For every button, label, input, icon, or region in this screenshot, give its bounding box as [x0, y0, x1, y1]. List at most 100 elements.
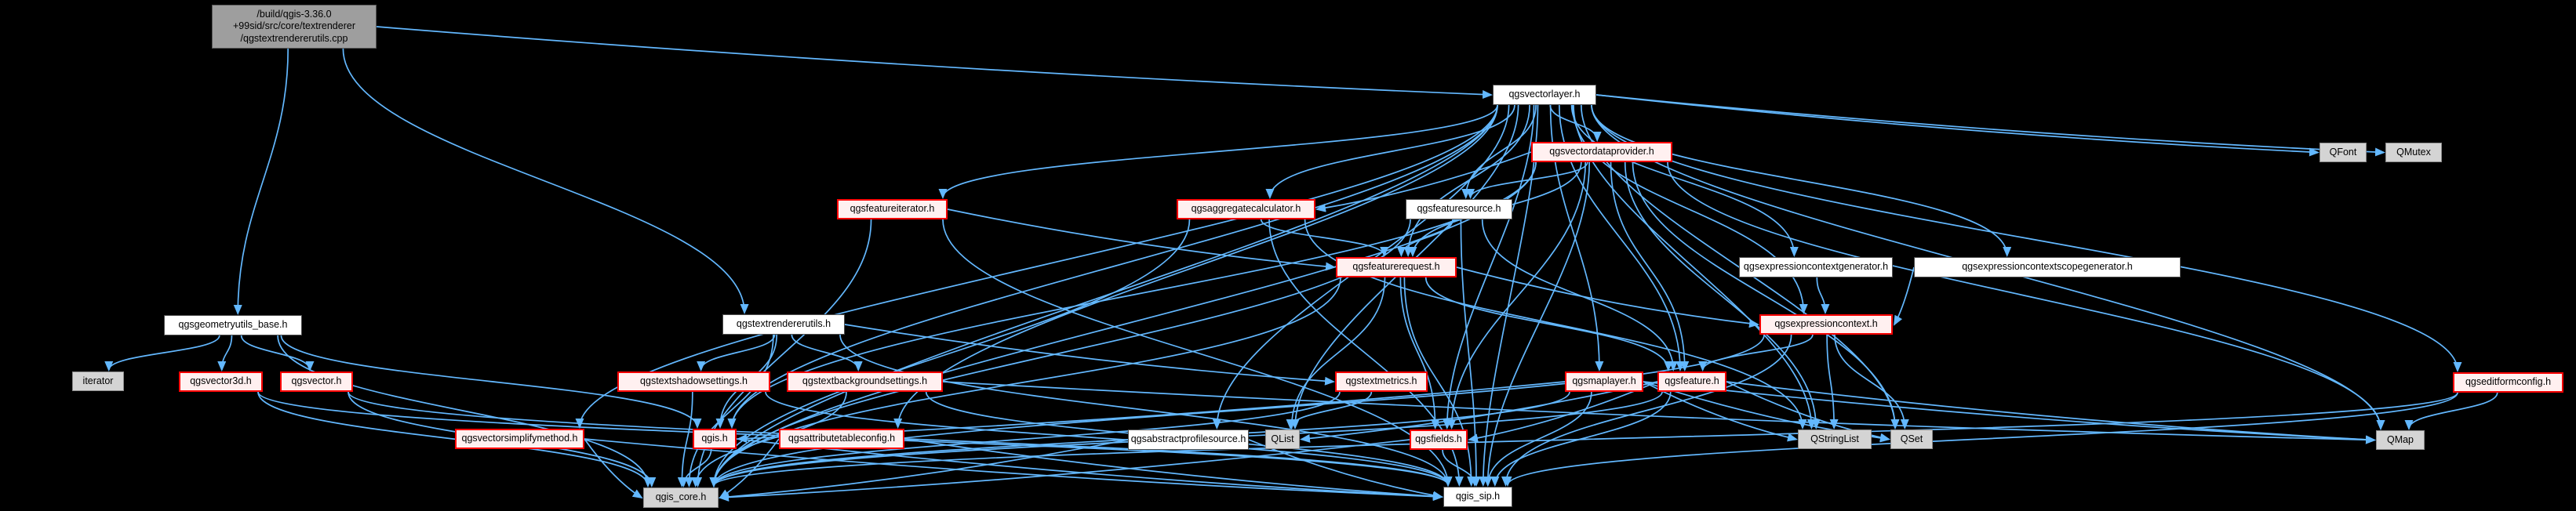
edge-shadow-sip [765, 391, 1453, 487]
edge-textrendererutils-core [684, 334, 774, 487]
node-iterator: iterator [72, 371, 124, 391]
edge-textrendererutils-metrics [844, 324, 1335, 386]
edge-geometryutils-vector [240, 335, 315, 371]
edge-vectorlayer-qmutex [1595, 94, 2385, 157]
edge-provider-sip [1483, 161, 1591, 487]
node-qfont: QFont [2319, 143, 2367, 162]
edge-ctx-qset [1834, 334, 1909, 429]
node-shadow[interactable]: qgstextshadowsettings.h [617, 371, 770, 392]
edge-geometryutils-vector3d [217, 335, 233, 371]
edge-vectorlayer-provider [1549, 104, 1602, 142]
edge-feature-sip [1490, 391, 1672, 487]
edge-fields-core [719, 439, 1410, 502]
edge-featuresource-featurerequest [1396, 219, 1454, 257]
edge-textrendererutils-shadow [697, 334, 776, 371]
node-feature[interactable]: qgsfeature.h [1657, 371, 1726, 392]
edge-provider-aggregate [1315, 151, 1532, 212]
node-vector3d[interactable]: qgsvector3d.h [179, 371, 263, 392]
edge-maplayer-sip [1483, 391, 1592, 487]
node-sip[interactable]: qgis_sip.h [1443, 487, 1512, 507]
edge-background-core [691, 391, 847, 487]
edge-feature-qmap [1726, 381, 2376, 444]
edge-provider-qstringlist [1624, 161, 1821, 429]
node-textrendererutils[interactable]: qgstextrendererutils.h [722, 314, 845, 335]
edge-feature-qlist [1300, 381, 1658, 443]
edge-geometryutils-core [277, 335, 653, 487]
edge-featurerequest-qlist [1287, 277, 1386, 429]
edge-profilesource-sip [1248, 439, 1443, 500]
edge-geometryutils-qgis [280, 335, 702, 429]
edge-featurerequest-ctx [1456, 266, 1759, 328]
node-featureiterator[interactable]: qgsfeatureiterator.h [837, 199, 948, 219]
edge-vectorlayer-featureiterator [938, 104, 1498, 199]
node-simplify[interactable]: qgsvectorsimplifymethod.h [455, 429, 584, 449]
edge-vectorlayer-fields [1443, 104, 1535, 429]
node-core: qgis_core.h [643, 487, 719, 508]
edge-cpp-vectorlayer [376, 26, 1493, 100]
node-featurerequest[interactable]: qgsfeaturerequest.h [1336, 257, 1457, 277]
node-provider[interactable]: qgsvectordataprovider.h [1531, 142, 1672, 162]
node-qmap: QMap [2376, 430, 2425, 450]
edge-featurerequest-sip [1403, 277, 1476, 487]
edge-featurerequest-feature [1424, 277, 1673, 371]
node-ctxscopegen[interactable]: qgsexpressioncontextscopegenerator.h [1914, 257, 2181, 277]
edge-aggregate-featurerequest [1260, 219, 1389, 257]
node-qset: QSet [1890, 429, 1933, 449]
edge-shadow-core [677, 391, 693, 487]
edge-cpp-textrendererutils [342, 48, 749, 314]
edge-editform-sip [1503, 392, 2458, 487]
node-ctxgen[interactable]: qgsexpressioncontextgenerator.h [1739, 257, 1893, 277]
edge-maplayer-qmap [1643, 381, 2376, 444]
edge-qgis-sip [736, 438, 1443, 501]
edge-featureiterator-featurerequest [947, 208, 1336, 271]
edge-editform-core [709, 392, 2458, 487]
edge-background-qmap [942, 381, 2376, 444]
node-metrics[interactable]: qgstextmetrics.h [1335, 371, 1428, 392]
edge-textrendererutils-background [791, 334, 863, 371]
node-cpp: /build/qgis-3.36.0 +99sid/src/core/textr… [212, 5, 377, 49]
edge-vectorlayer-qgis [727, 104, 1498, 429]
edge-editform-qmap [2404, 392, 2498, 430]
node-ctx[interactable]: qgsexpressioncontext.h [1759, 314, 1893, 335]
node-geometryutils[interactable]: qgsgeometryutils_base.h [164, 315, 302, 335]
edge-provider-feature [1610, 161, 1690, 371]
edge-profilesource-core [719, 439, 1129, 502]
edge-attrtable-sip [904, 438, 1443, 501]
edge-provider-qmap [1667, 161, 2385, 430]
edge-provider-qset [1632, 161, 1900, 429]
edge-vectorlayer-ctxscopegen [1591, 104, 2012, 257]
edge-cpp-geometryutils [233, 48, 289, 315]
edge-ctxscopegen-ctx [1894, 266, 1915, 326]
edge-ctx-qstringlist [1826, 334, 1839, 429]
edge-metrics-qlist [1286, 391, 1373, 429]
node-aggregate[interactable]: qgsaggregatecalculator.h [1177, 199, 1315, 219]
node-qgis[interactable]: qgis.h [693, 429, 737, 449]
edge-geometryutils-iterator [104, 335, 220, 371]
edge-vectorlayer-core [709, 104, 1498, 487]
node-maplayer[interactable]: qgsmaplayer.h [1565, 371, 1643, 392]
edge-qgis-core [679, 448, 712, 487]
node-qlist: QList [1265, 429, 1300, 449]
edge-featurerequest-fields [1399, 277, 1440, 429]
edge-fields-sip [1442, 449, 1479, 487]
node-fields[interactable]: qgsfields.h [1410, 429, 1468, 450]
node-profilesource[interactable]: qgsabstractprofilesource.h [1128, 429, 1249, 450]
edge-featuresource-feature [1481, 219, 1678, 371]
node-editform[interactable]: qgseditformconfig.h [2453, 372, 2563, 393]
edge-simplify-sip [584, 438, 1443, 502]
edge-vectorlayer-qfont [1595, 94, 2319, 157]
edge-aggregate-qstringlist [1304, 219, 1807, 429]
node-featuresource[interactable]: qgsfeaturesource.h [1406, 199, 1512, 219]
edge-provider-fields [1447, 161, 1587, 429]
node-attrtable[interactable]: qgsattributetableconfig.h [779, 429, 904, 449]
node-background[interactable]: qgstextbackgroundsettings.h [787, 371, 943, 392]
edge-ctx-sip [1501, 334, 1792, 487]
node-vector[interactable]: qgsvector.h [280, 371, 353, 392]
edge-vectorlayer-aggregate [1265, 104, 1515, 199]
edge-featuresource-sip [1460, 219, 1481, 487]
edge-vector3d-core [257, 391, 653, 487]
node-qmutex: QMutex [2385, 143, 2442, 162]
node-vectorlayer[interactable]: qgsvectorlayer.h [1493, 85, 1596, 105]
edge-ctx-feature [1698, 334, 1814, 371]
